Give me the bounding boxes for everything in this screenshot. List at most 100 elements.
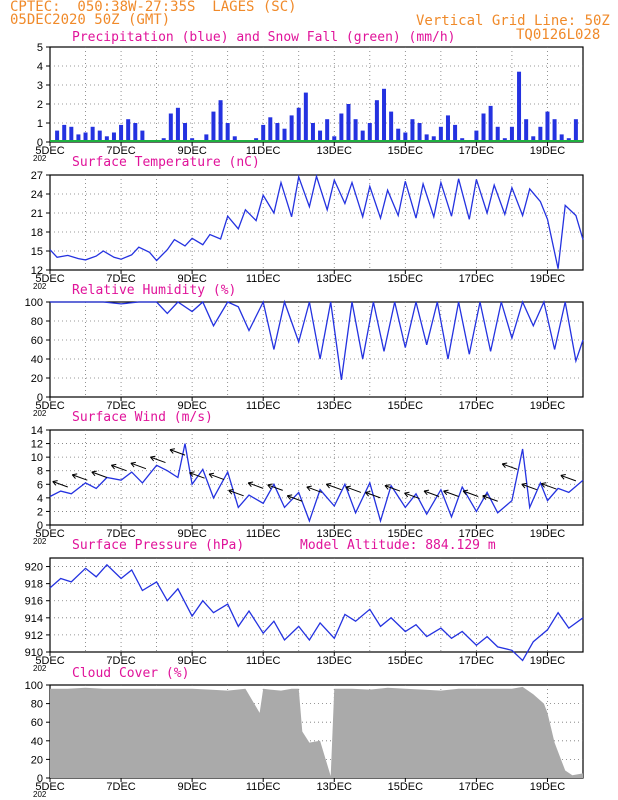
plot-frame [49, 557, 584, 653]
y-tick-label: 3 [37, 80, 43, 92]
x-tick-label: 5DEC [35, 273, 64, 285]
y-tick-label: 2 [37, 99, 43, 111]
x-tick-label: 11DEC [246, 145, 281, 157]
wind-arrow [541, 483, 557, 490]
wind-arrow-head [91, 470, 97, 477]
x-tick-label: 5DEC [35, 781, 64, 793]
precip-bar [382, 88, 387, 142]
wind-arrow [189, 472, 205, 479]
header-location: CPTEC: 050:38W-27:35S LAGES (SC) [10, 0, 297, 15]
wind-arrow [150, 456, 166, 464]
x-tick-label: 19DEC [530, 273, 566, 285]
year-fragment: 202 [33, 537, 47, 546]
precip-bar [445, 115, 450, 142]
wind-arrow [169, 449, 186, 456]
precip-bar [353, 119, 358, 142]
x-tick-label: 17DEC [459, 145, 495, 157]
precip-bar [126, 119, 131, 142]
wind-arrow-head [169, 448, 176, 454]
x-tick-label: 13DEC [317, 781, 353, 793]
wind-arrow [404, 492, 420, 500]
wind-arrow-head [267, 483, 273, 490]
x-tick-label: 17DEC [459, 781, 495, 793]
wind-arrow [462, 490, 479, 497]
wind-arrow-head [286, 494, 293, 500]
panel-4: 910 912 914 916 918 920 5DEC 7DEC 9DEC 11DEC 13DEC… [25, 538, 584, 673]
precip-bar [76, 134, 81, 142]
y-tick-label: 20 [31, 373, 43, 385]
model-altitude-label: Model Altitude: 884.129 m [300, 538, 496, 553]
wind-arrow-head [365, 491, 371, 497]
y-tick-label: 40 [31, 736, 43, 748]
precip-bar [559, 134, 564, 142]
precip-bar [495, 126, 500, 142]
precip-bar [318, 130, 323, 142]
y-tick-label: 0 [37, 773, 43, 785]
x-tick-label: 17DEC [459, 273, 495, 285]
precip-bar [104, 136, 109, 142]
precip-bar [261, 124, 266, 142]
precip-bar [389, 111, 394, 142]
wind-arrow-head [247, 481, 254, 488]
x-tick-label: 7DEC [106, 781, 135, 793]
x-tick-label: 19DEC [530, 781, 566, 793]
precip-bar [90, 126, 95, 142]
plot-frame [49, 429, 584, 526]
precip-bar [310, 123, 315, 142]
series-line [49, 563, 584, 662]
y-tick-label: 0 [37, 520, 43, 532]
x-tick-label: 13DEC [317, 273, 353, 285]
y-tick-label: 14 [31, 425, 43, 437]
header-grid-line: Vertical Grid Line: 50Z [416, 13, 610, 29]
year-fragment: 202 [33, 409, 47, 418]
precip-bar [552, 119, 557, 142]
y-tick-label: 8 [37, 466, 43, 478]
wind-arrow-head [560, 474, 566, 480]
wind-arrow [91, 471, 108, 478]
x-tick-label: 15DEC [388, 273, 424, 285]
plot-frame [49, 301, 584, 398]
x-tick-label: 5DEC [35, 528, 64, 540]
precip-bar [531, 136, 536, 142]
precip-bar [367, 123, 372, 142]
precip-bar [119, 124, 124, 142]
precip-bar [346, 104, 351, 142]
y-tick-label: 920 [25, 562, 43, 574]
precip-bar [303, 92, 308, 142]
y-tick-label: 912 [25, 630, 43, 642]
precip-bar [509, 126, 514, 142]
wind-arrow [228, 489, 244, 497]
y-tick-label: 910 [25, 647, 43, 659]
precip-bar [524, 119, 529, 142]
wind-arrow-head [482, 494, 488, 500]
precip-bar [360, 130, 365, 142]
precip-bar [111, 132, 116, 142]
wind-arrow [423, 490, 440, 497]
x-tick-label: 9DEC [177, 528, 206, 540]
wind-arrow-head [404, 491, 410, 498]
precip-bar [431, 136, 436, 142]
precip-bar [538, 126, 543, 142]
wind-arrow [72, 474, 88, 481]
x-tick-label: 11DEC [246, 273, 281, 285]
wind-arrow [247, 482, 264, 489]
precip-bar [140, 130, 145, 142]
precip-bar [218, 100, 223, 142]
x-tick-label: 9DEC [177, 145, 206, 157]
wind-arrow-head [52, 480, 58, 486]
x-tick-label: 11DEC [246, 400, 281, 412]
precip-bar [175, 107, 180, 142]
x-tick-label: 7DEC [106, 528, 135, 540]
precip-bar [133, 123, 138, 142]
y-tick-label: 24 [31, 189, 43, 201]
precip-bar [55, 130, 60, 142]
y-tick-label: 6 [37, 479, 43, 491]
x-tick-label: 11DEC [246, 781, 281, 793]
x-tick-label: 13DEC [317, 655, 353, 667]
x-tick-label: 9DEC [177, 400, 206, 412]
y-tick-label: 10 [31, 452, 43, 464]
year-fragment: 202 [33, 282, 47, 291]
x-tick-label: 15DEC [388, 528, 424, 540]
precip-bar [225, 123, 230, 142]
